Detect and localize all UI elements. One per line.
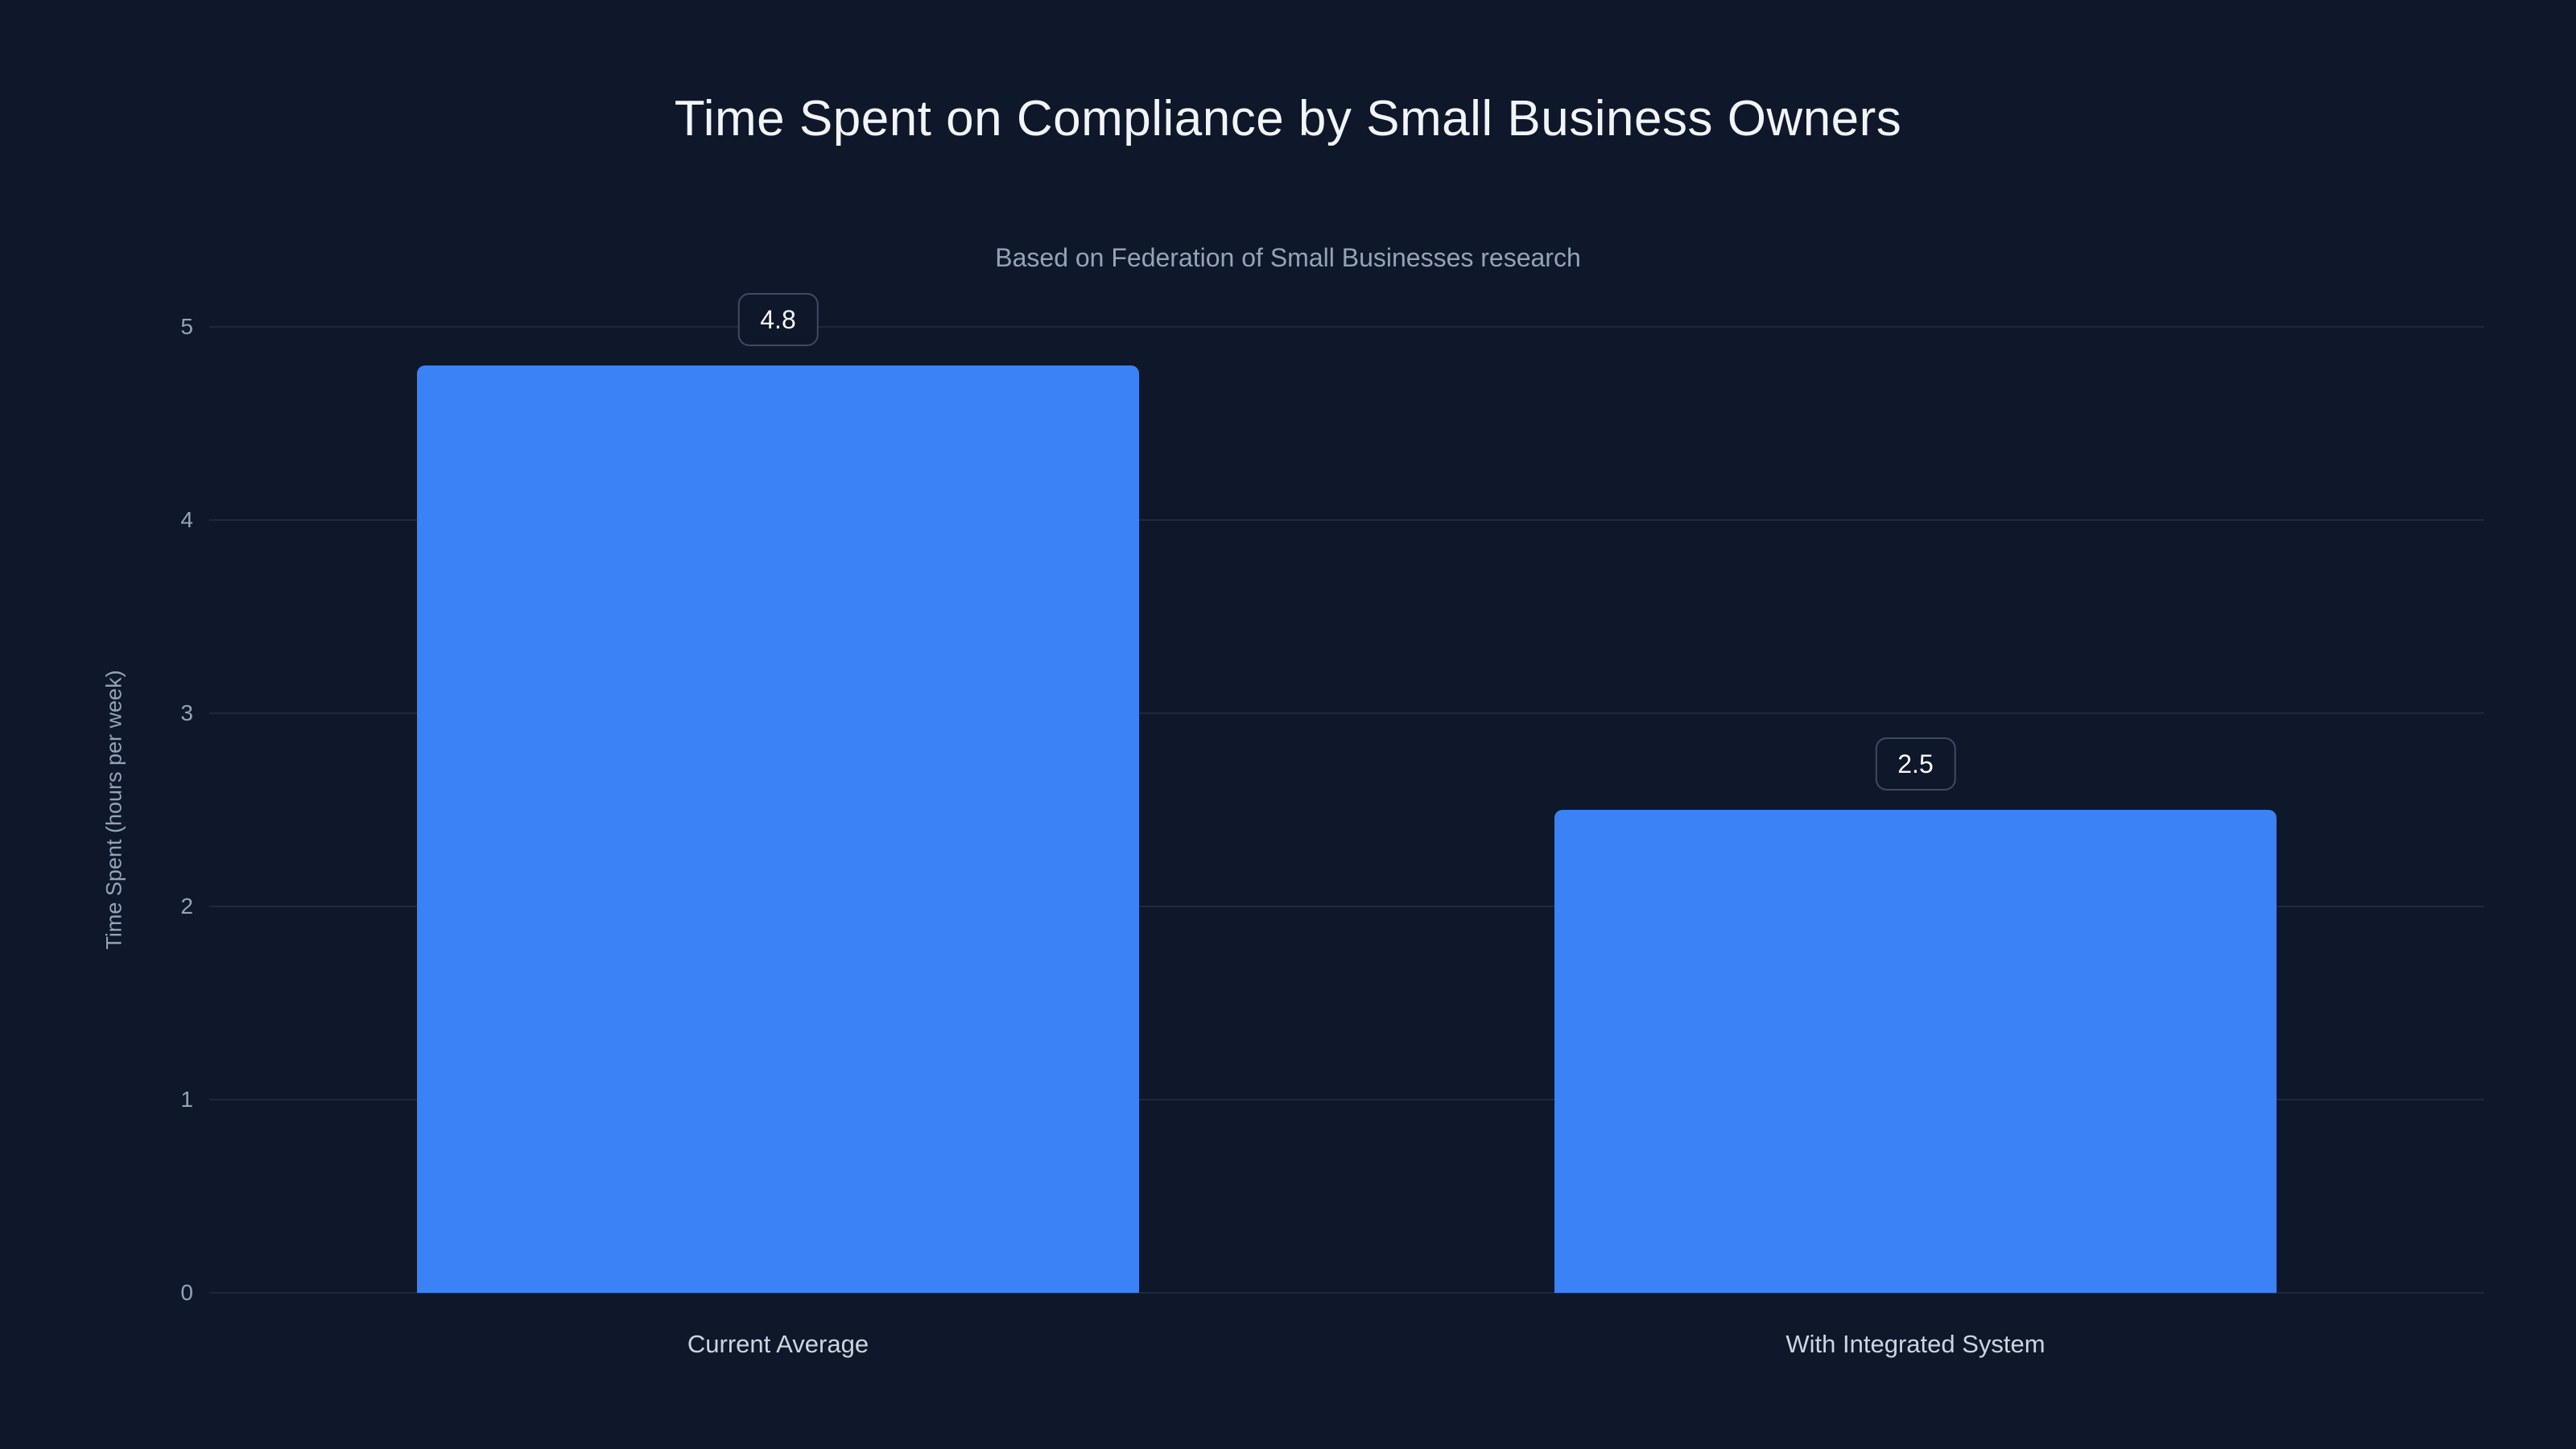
plot-area	[209, 326, 2484, 1294]
value-label: 2.5	[1875, 737, 1956, 791]
value-label: 4.8	[737, 293, 819, 346]
chart-subtitle: Based on Federation of Small Businesses …	[995, 243, 1581, 272]
y-tick-label: 1	[180, 1087, 193, 1112]
y-tick-label: 4	[180, 507, 193, 532]
y-tick-label: 0	[180, 1280, 193, 1305]
gridline	[209, 906, 2484, 907]
y-tick-label: 5	[180, 314, 193, 339]
gridline	[209, 519, 2484, 521]
y-tick-label: 2	[180, 894, 193, 919]
gridline	[209, 712, 2484, 714]
gridline	[209, 1099, 2484, 1100]
bar-with-integrated-system[interactable]	[1554, 810, 2277, 1293]
y-tick-label: 3	[180, 700, 193, 725]
gridline	[209, 326, 2484, 328]
gridline	[209, 1292, 2484, 1294]
bar-current-average[interactable]	[416, 365, 1140, 1293]
x-category-label: With Integrated System	[1785, 1330, 2046, 1358]
chart-title: Time Spent on Compliance by Small Busine…	[674, 91, 1902, 147]
x-category-label: Current Average	[687, 1330, 869, 1358]
